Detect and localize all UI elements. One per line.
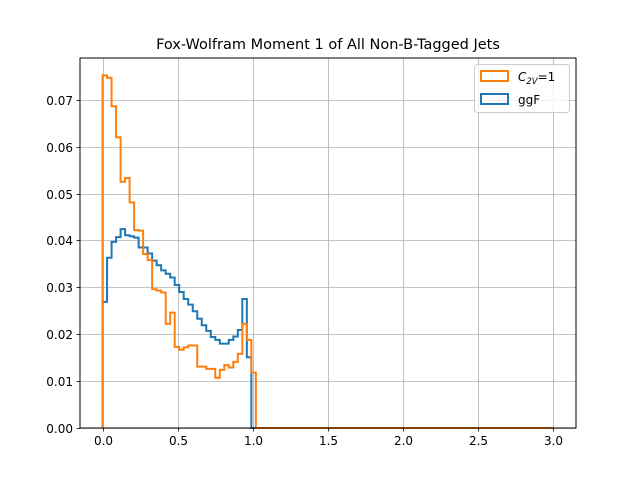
plot-frame (79, 57, 577, 429)
y-tick-label: 0.07 (46, 94, 73, 108)
x-tick-label: 0.0 (94, 434, 113, 448)
legend-swatch-ggf (480, 93, 509, 105)
x-tick-label: 1.5 (319, 434, 338, 448)
y-tick-label: 0.05 (46, 188, 73, 202)
series-ggf-step (101, 228, 554, 429)
y-tick-label: 0.00 (46, 422, 73, 436)
x-tick-label: 2.5 (469, 434, 488, 448)
y-tick-label: 0.02 (46, 328, 73, 342)
x-tick-label: 0.5 (169, 434, 188, 448)
x-tick-label: 3.0 (544, 434, 563, 448)
chart-title: Fox-Wolfram Moment 1 of All Non-B-Tagged… (156, 37, 500, 53)
legend-label-ggf: ggF (518, 93, 540, 107)
x-tick-label: 2.0 (394, 434, 413, 448)
series-c2v-step (101, 74, 554, 429)
y-tick-label: 0.04 (46, 234, 73, 248)
y-tick-label: 0.06 (46, 141, 73, 155)
legend-frame (474, 64, 570, 113)
legend-label-c2v: C2V=1 (518, 70, 555, 87)
x-tick-label: 1.0 (244, 434, 263, 448)
series-layer (101, 74, 554, 429)
y-tick-label: 0.01 (46, 375, 73, 389)
axes: 0.0 0.5 1.0 1.5 2.0 2.5 3.0 0.00 0.01 0.02 0.03 0.0… (46, 94, 563, 448)
legend: C2V=1 ggF (474, 64, 570, 113)
y-tick-label: 0.03 (46, 281, 73, 295)
legend-swatch-c2v (480, 70, 509, 82)
